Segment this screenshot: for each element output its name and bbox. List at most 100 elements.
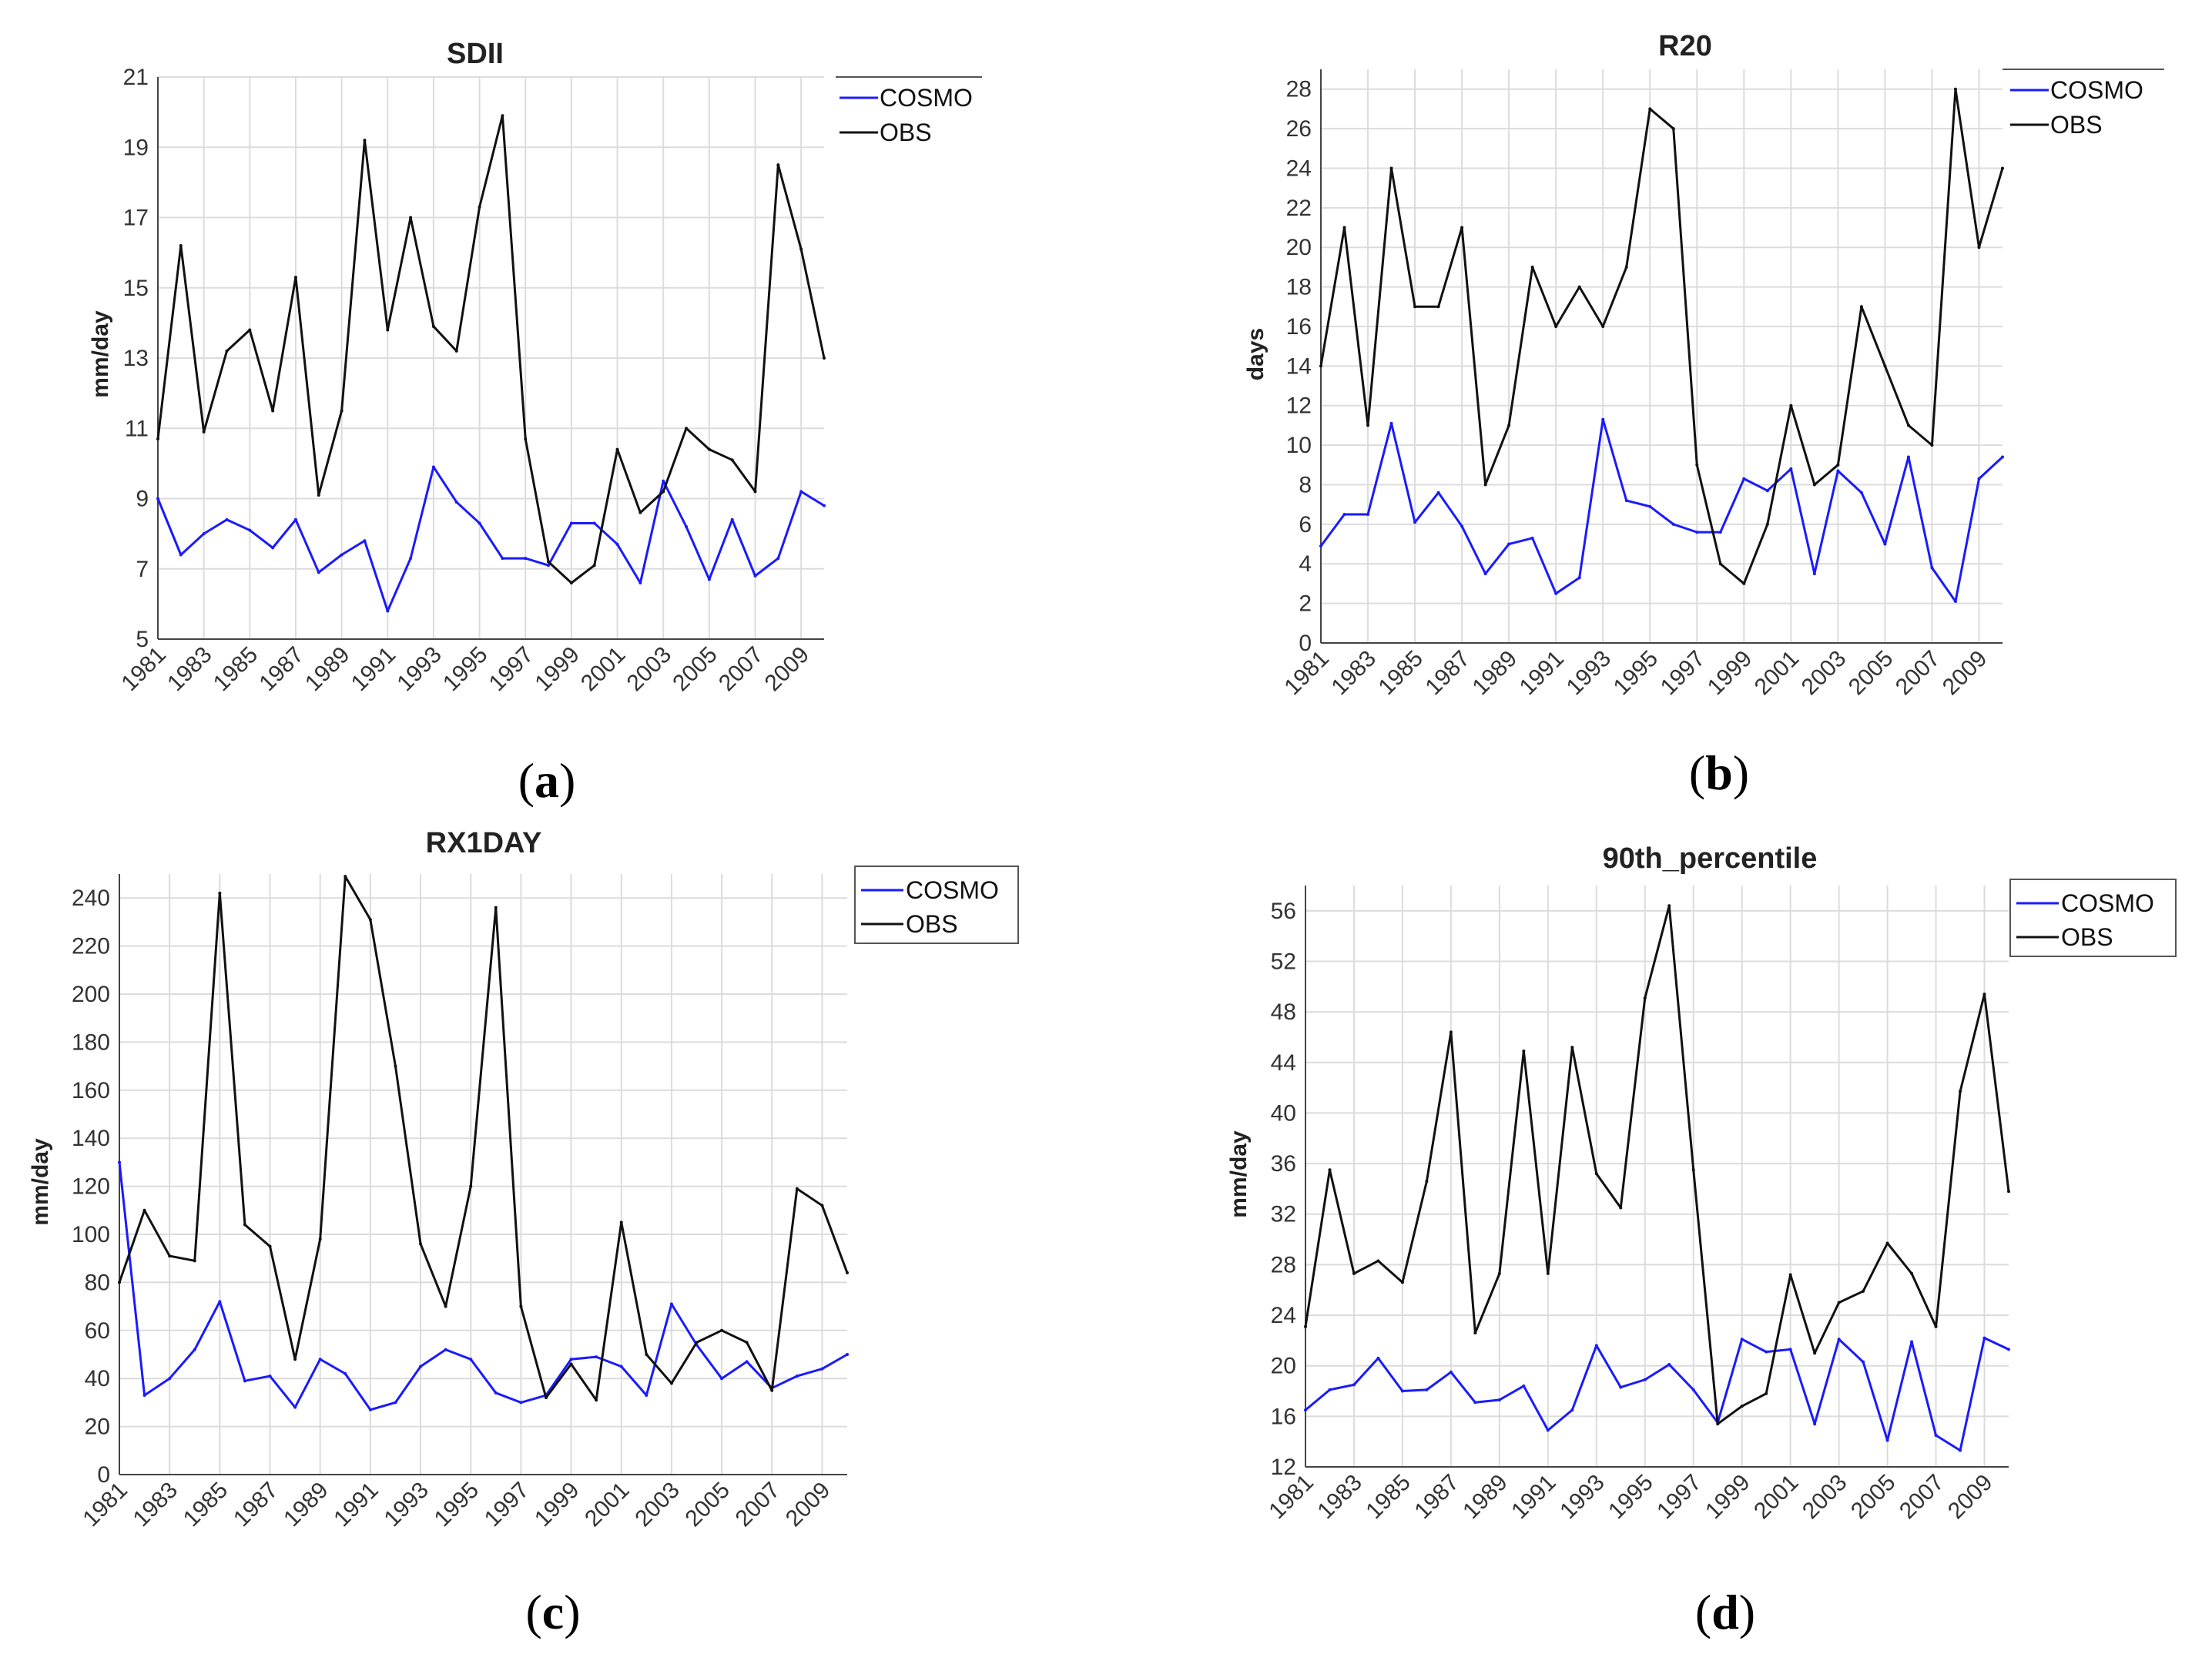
- data-point-cosmo: [1530, 536, 1534, 540]
- panel-label-letter: b: [1705, 745, 1733, 800]
- x-tick-label: 1991: [1507, 1470, 1561, 1525]
- y-tick-label: 21: [123, 65, 149, 90]
- data-point-obs: [179, 244, 183, 247]
- data-point-cosmo: [1570, 1408, 1574, 1412]
- series-line-obs: [1319, 88, 2004, 585]
- data-point-cosmo: [615, 542, 619, 546]
- y-tick-label: 10: [1286, 433, 1312, 458]
- data-point-obs: [248, 328, 252, 332]
- data-point-cosmo: [340, 553, 344, 557]
- data-point-cosmo: [363, 539, 367, 543]
- data-point-obs: [1366, 424, 1370, 427]
- y-tick-label: 19: [123, 135, 149, 160]
- y-tick-label: 120: [72, 1174, 110, 1200]
- data-point-obs: [1716, 1422, 1720, 1426]
- plot-area: 0204060801001201401601802002202401981198…: [72, 874, 849, 1532]
- data-point-cosmo: [1862, 1360, 1865, 1364]
- data-point-cosmo: [730, 517, 734, 521]
- data-point-cosmo: [1366, 513, 1370, 517]
- data-point-cosmo: [1619, 1385, 1623, 1389]
- data-point-obs: [1695, 463, 1699, 467]
- data-point-cosmo: [1328, 1388, 1332, 1391]
- x-tick-label: 2005: [668, 642, 722, 697]
- data-point-obs: [1953, 87, 1957, 91]
- y-tick-label: 180: [72, 1030, 110, 1055]
- x-tick-label: 1989: [300, 642, 355, 697]
- data-point-obs: [569, 581, 573, 584]
- data-point-obs: [1594, 1172, 1598, 1176]
- data-point-cosmo: [1319, 544, 1322, 548]
- y-tick-label: 28: [1286, 77, 1312, 102]
- data-point-obs: [720, 1328, 724, 1332]
- data-point-cosmo: [1740, 1338, 1744, 1341]
- y-tick-label: 24: [1286, 156, 1312, 181]
- x-tick-label: 1999: [1701, 1470, 1755, 1525]
- y-tick-label: 0: [1299, 631, 1312, 656]
- data-point-cosmo: [409, 557, 413, 561]
- x-tick-label: 1989: [279, 1478, 333, 1532]
- data-point-cosmo: [1765, 1350, 1768, 1354]
- x-tick-label: 1981: [116, 642, 171, 697]
- legend-border: [2009, 879, 2177, 957]
- data-point-cosmo: [1959, 1448, 1962, 1452]
- data-point-obs: [1765, 1391, 1768, 1395]
- legend-label-obs: OBS: [2050, 111, 2103, 139]
- y-tick-label: 24: [1271, 1303, 1296, 1328]
- data-point-obs: [1742, 581, 1746, 585]
- y-tick-label: 13: [123, 346, 149, 371]
- data-point-obs: [444, 1304, 447, 1308]
- panel-label-letter: c: [542, 1585, 564, 1639]
- x-tick-label: 1983: [1312, 1470, 1367, 1525]
- y-tick-label: 12: [1286, 393, 1312, 419]
- data-point-obs: [494, 906, 498, 909]
- y-tick-label: 22: [1286, 196, 1312, 221]
- data-point-obs: [1813, 1351, 1817, 1355]
- data-point-obs: [1691, 1168, 1695, 1172]
- data-point-obs: [368, 918, 372, 922]
- data-point-obs: [1546, 1271, 1550, 1275]
- data-point-obs: [243, 1223, 246, 1227]
- plot-area: 5791113151719211981198319851987198919911…: [116, 65, 826, 696]
- x-tick-label: 1985: [209, 642, 263, 697]
- data-point-obs: [1473, 1331, 1477, 1335]
- legend: COSMO OBS: [854, 866, 1019, 944]
- y-tick-label: 4: [1299, 551, 1312, 577]
- data-point-obs: [770, 1388, 774, 1392]
- x-tick-label: 1997: [1656, 646, 1711, 701]
- data-point-obs: [569, 1362, 573, 1366]
- data-point-obs: [340, 409, 344, 413]
- y-tick-label: 48: [1271, 999, 1296, 1025]
- data-point-cosmo: [547, 564, 551, 568]
- x-tick-label: 1993: [1555, 1470, 1610, 1525]
- data-point-obs: [1667, 904, 1671, 908]
- data-point-obs: [1910, 1271, 1914, 1275]
- data-point-obs: [1570, 1046, 1574, 1050]
- legend-label-cosmo: COSMO: [2050, 76, 2143, 104]
- data-point-cosmo: [478, 521, 481, 525]
- panel-label-letter: a: [535, 753, 559, 808]
- data-point-cosmo: [1813, 1422, 1817, 1426]
- x-tick-label: 1985: [1361, 1470, 1416, 1525]
- data-point-cosmo: [1883, 542, 1887, 546]
- panel-label-letter: d: [1711, 1585, 1739, 1639]
- data-point-cosmo: [469, 1358, 473, 1361]
- x-tick-label: 1995: [1604, 1470, 1658, 1525]
- y-tick-label: 220: [72, 934, 110, 959]
- data-point-cosmo: [1425, 1388, 1429, 1391]
- data-point-cosmo: [753, 574, 757, 578]
- y-axis-label: days: [1243, 328, 1269, 380]
- legend-label-obs: OBS: [906, 910, 958, 938]
- x-tick-label: 1997: [484, 642, 539, 697]
- y-tick-label: 16: [1271, 1404, 1296, 1429]
- data-point-obs: [1577, 285, 1581, 289]
- data-point-obs: [685, 427, 689, 430]
- x-tick-label: 2001: [580, 1478, 635, 1532]
- data-point-cosmo: [1460, 524, 1464, 528]
- series-line-obs: [118, 875, 849, 1401]
- data-point-obs: [1648, 107, 1652, 111]
- panel-c: RX1DAY mm/day 0 20 40 60 80 100 120 140 160 180 20…: [28, 827, 1019, 1639]
- data-point-cosmo: [1906, 455, 1910, 459]
- x-tick-label: 2007: [1895, 1470, 1949, 1525]
- x-tick-label: 1981: [1279, 646, 1334, 701]
